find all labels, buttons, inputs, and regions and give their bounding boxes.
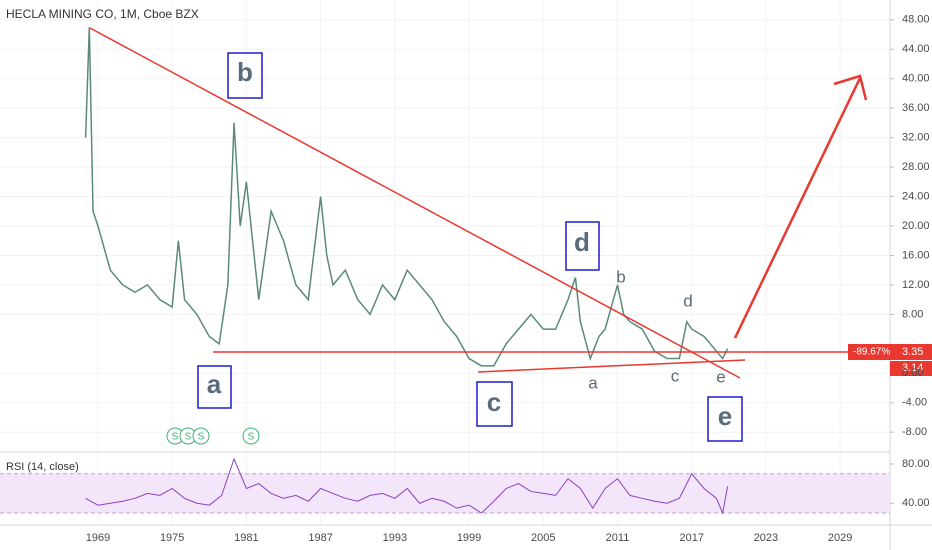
price-tag bbox=[890, 361, 932, 376]
arrow-head bbox=[833, 74, 868, 101]
wave-label-minor: b bbox=[616, 267, 625, 286]
wave-label-minor: a bbox=[588, 373, 598, 392]
x-tick-label: 1993 bbox=[383, 532, 407, 544]
rsi-line bbox=[85, 457, 729, 515]
rsi-pane bbox=[0, 457, 894, 515]
y-tick-label: 16.00 bbox=[902, 249, 930, 261]
dividend-marker[interactable] bbox=[242, 427, 260, 445]
wave-label: d bbox=[574, 227, 590, 257]
lower-trendline bbox=[477, 359, 746, 373]
x-tick-label: 2023 bbox=[754, 532, 778, 544]
y-tick-label: 36.00 bbox=[902, 102, 930, 114]
y-tick-label: 12.00 bbox=[902, 279, 930, 291]
grid bbox=[0, 0, 894, 525]
projection-arrow bbox=[733, 77, 862, 339]
wave-label: e bbox=[718, 401, 732, 431]
y-tick-label: 20.00 bbox=[902, 220, 930, 232]
wave-label: a bbox=[207, 369, 222, 399]
wave-label-minor: c bbox=[671, 366, 680, 385]
x-tick-label: 1981 bbox=[234, 532, 258, 544]
wave-box bbox=[227, 52, 263, 99]
y-tick-label: 80.00 bbox=[902, 458, 930, 470]
wave-box bbox=[197, 365, 232, 409]
last-price: 3.35 bbox=[902, 346, 923, 358]
rsi-band bbox=[0, 473, 890, 514]
wave-box bbox=[476, 381, 513, 427]
dividend-label: S bbox=[185, 432, 192, 443]
y-tick-label: 0.00 bbox=[902, 367, 923, 379]
y-tick-label: 44.00 bbox=[902, 43, 930, 55]
upper-trendline bbox=[89, 27, 741, 379]
x-tick-label: 1999 bbox=[457, 532, 481, 544]
dividend-label: S bbox=[172, 432, 179, 443]
y-tick-label: 28.00 bbox=[902, 161, 930, 173]
wave-label-minor: e bbox=[716, 367, 725, 386]
x-tick-label: 1987 bbox=[308, 532, 332, 544]
x-tick-label: 2017 bbox=[679, 532, 703, 544]
rsi-label: RSI (14, close) bbox=[6, 461, 79, 473]
chart-title: HECLA MINING CO, 1M, Cboe BZX bbox=[6, 7, 199, 21]
y-tick-label: 32.00 bbox=[902, 132, 930, 144]
y-tick-label: 24.00 bbox=[902, 190, 930, 202]
dividend-marker[interactable] bbox=[192, 427, 210, 445]
wave-label-minor: d bbox=[683, 291, 692, 310]
x-tick-label: 1969 bbox=[86, 532, 110, 544]
x-tick-label: 2005 bbox=[531, 532, 555, 544]
dividend-label: S bbox=[248, 432, 255, 443]
price-line bbox=[84, 27, 729, 367]
wave-box bbox=[565, 221, 600, 271]
wave-box bbox=[707, 396, 743, 442]
y-tick-label: 8.00 bbox=[902, 308, 923, 320]
price-tag bbox=[848, 344, 932, 360]
dividend-label: S bbox=[198, 432, 205, 443]
x-tick-label: 2029 bbox=[828, 532, 852, 544]
x-tick-label: 2011 bbox=[606, 532, 630, 544]
plot bbox=[84, 27, 729, 367]
y-tick-label: 40.00 bbox=[902, 73, 930, 85]
y-tick-label: 48.00 bbox=[902, 14, 930, 26]
close-price: 3.14 bbox=[902, 362, 923, 374]
y-tick-label: 40.00 bbox=[902, 497, 930, 509]
wave-label: b bbox=[237, 57, 253, 87]
y-tick-label: -8.00 bbox=[902, 426, 927, 438]
x-tick-label: 1975 bbox=[160, 532, 184, 544]
wave-label: c bbox=[487, 387, 501, 417]
price-change: -89.67% bbox=[853, 347, 890, 358]
y-tick-label: -4.00 bbox=[902, 397, 927, 409]
